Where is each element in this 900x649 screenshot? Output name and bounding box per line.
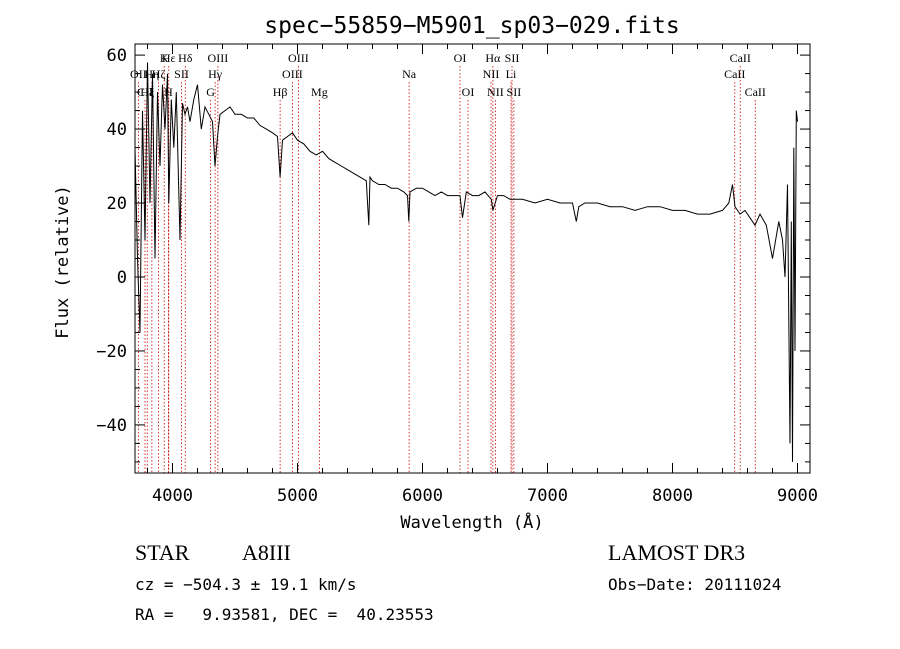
x-axis-ticks: 4000 5000 6000 7000 8000 9000 <box>147 44 818 506</box>
x-tick-label: 4000 <box>152 486 193 506</box>
spectral-line-label: Hγ <box>208 67 223 81</box>
x-tick-label: 6000 <box>402 486 443 506</box>
spectral-line-label: Na <box>402 67 417 81</box>
spectral-line-label: OI <box>462 85 475 99</box>
y-tick-label: 40 <box>107 120 127 140</box>
x-tick-label: 7000 <box>527 486 568 506</box>
spectral-line-markers <box>137 66 756 473</box>
spectral-line-label: OI <box>454 51 467 65</box>
spectral-line-label: Hβ <box>273 85 288 99</box>
spectral-line-label: SII <box>174 67 189 81</box>
spectrum-line <box>135 62 798 462</box>
object-subclass: A8III <box>242 540 291 565</box>
y-tick-label: 0 <box>117 268 127 288</box>
y-tick-label: −20 <box>96 342 127 362</box>
spectral-line-label: OIII <box>288 51 309 65</box>
spectral-line-label: CaII <box>730 51 751 65</box>
y-axis-ticks: −40 −20 0 20 40 60 <box>96 46 810 463</box>
spectral-line-label: CII <box>137 85 153 99</box>
y-tick-label: 60 <box>107 46 127 66</box>
spectral-line-label: OIII <box>208 51 229 65</box>
x-tick-label: 5000 <box>277 486 318 506</box>
coordinates: RA = 9.93581, DEC = 40.23553 <box>135 605 434 624</box>
spectral-line-label: SII <box>505 51 520 65</box>
spectral-line-label: Hδ <box>178 51 193 65</box>
spectral-line-label: CaII <box>724 67 745 81</box>
y-tick-label: 20 <box>107 194 127 214</box>
y-tick-label: −40 <box>96 416 127 436</box>
object-class: STAR <box>135 540 190 565</box>
x-tick-label: 8000 <box>652 486 693 506</box>
y-axis-label: Flux (relative) <box>53 185 73 339</box>
spectral-line-label: Li <box>506 67 517 81</box>
survey-name: LAMOST DR3 <box>608 540 745 565</box>
spectral-line-label: K <box>160 51 169 65</box>
spectral-line-label: OIII <box>282 67 303 81</box>
spectral-line-label: SII <box>507 85 522 99</box>
obs-date: Obs−Date: 20111024 <box>608 575 781 594</box>
chart-title: spec−55859−M5901_sp03−029.fits <box>264 13 679 39</box>
spectral-line-label: NII <box>487 85 504 99</box>
spectral-line-label: NII <box>483 67 500 81</box>
x-axis-label: Wavelength (Å) <box>400 511 543 533</box>
spectral-line-label: Mg <box>311 85 328 99</box>
spectral-line-label: Hε <box>162 51 176 65</box>
spectral-line-label: G <box>206 85 215 99</box>
spectral-line-label: Hζ <box>152 67 166 81</box>
spectral-line-label: H <box>164 85 173 99</box>
spectral-line-label: Hα <box>485 51 501 65</box>
plot-frame <box>134 43 811 474</box>
spectral-line-label: CaII <box>745 85 766 99</box>
redshift-value: cz = −504.3 ± 19.1 km/s <box>135 575 357 594</box>
x-tick-label: 9000 <box>777 486 818 506</box>
